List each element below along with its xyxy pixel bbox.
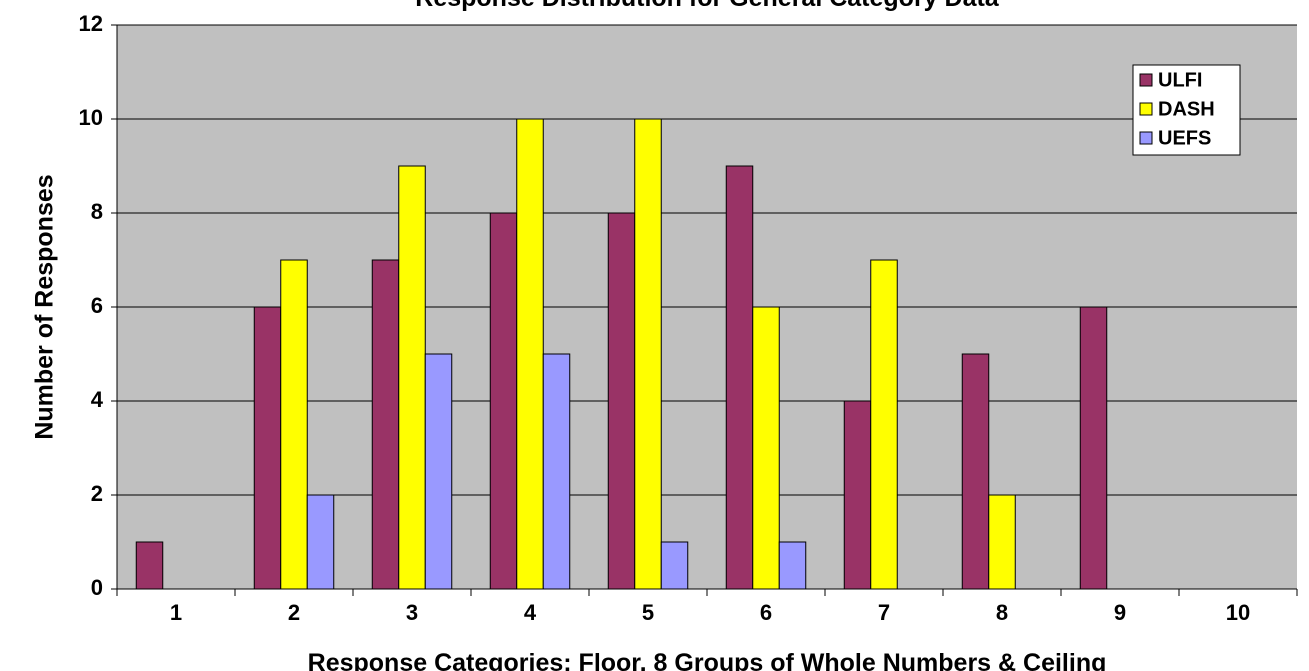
bar: [516, 118, 544, 590]
bar: [371, 259, 400, 590]
bar: [280, 259, 308, 590]
bar: [542, 353, 571, 590]
y-tick-label: 12: [79, 11, 103, 36]
legend-swatch: [1139, 73, 1153, 87]
bar: [660, 541, 689, 590]
bar: [398, 165, 426, 590]
x-tick-label: 9: [1114, 600, 1126, 625]
bar: [306, 494, 335, 590]
y-tick-label: 8: [91, 199, 103, 224]
y-tick-label: 4: [91, 387, 104, 412]
bar: [135, 541, 164, 590]
x-tick-label: 6: [760, 600, 772, 625]
legend-label: ULFI: [1158, 69, 1202, 91]
bar: [1079, 306, 1108, 590]
x-tick-label: 8: [996, 600, 1008, 625]
x-tick-label: 7: [878, 600, 890, 625]
bar: [778, 541, 807, 590]
x-tick-label: 2: [288, 600, 300, 625]
bar: [607, 212, 636, 590]
bar: [424, 353, 453, 590]
y-tick-label: 0: [91, 575, 103, 600]
y-tick-label: 2: [91, 481, 103, 506]
x-tick-label: 1: [170, 600, 182, 625]
bar: [843, 400, 872, 590]
bar: [870, 259, 898, 590]
x-tick-label: 10: [1226, 600, 1250, 625]
x-tick-label: 3: [406, 600, 418, 625]
bar: [634, 118, 662, 590]
legend-swatch: [1139, 102, 1153, 116]
legend-label: DASH: [1158, 98, 1215, 120]
x-tick-label: 5: [642, 600, 654, 625]
bar: [988, 494, 1016, 590]
y-axis-title: Number of Responses: [31, 174, 59, 439]
bar: [253, 306, 282, 590]
legend-label: UEFS: [1158, 127, 1211, 149]
x-tick-label: 4: [524, 600, 537, 625]
bar: [725, 165, 754, 590]
chart-title: Response Distribution for General Catego…: [415, 0, 1000, 12]
bar: [961, 353, 990, 590]
y-tick-label: 6: [91, 293, 103, 318]
y-tick-label: 10: [79, 105, 103, 130]
bar: [752, 306, 780, 590]
legend-swatch: [1139, 131, 1153, 145]
bar: [489, 212, 518, 590]
x-axis-title: Response Categories: Floor, 8 Groups of …: [308, 649, 1107, 671]
